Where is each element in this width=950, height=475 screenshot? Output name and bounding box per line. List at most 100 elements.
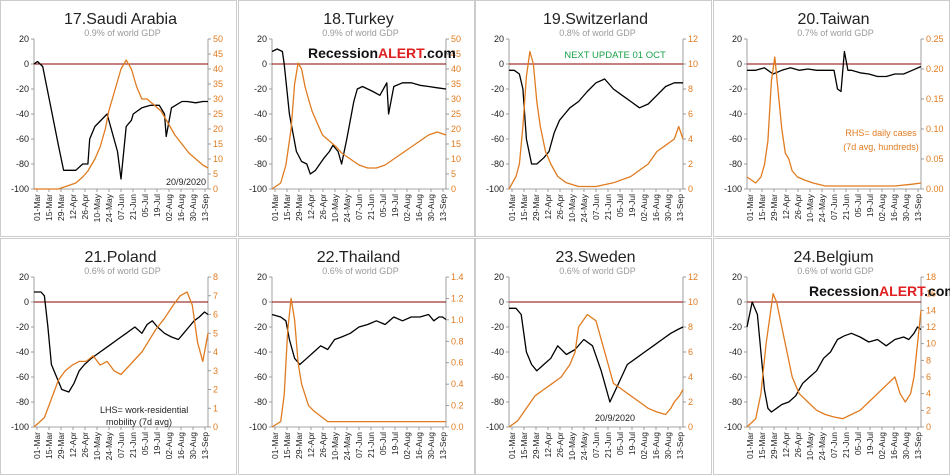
x-tick-label: 16-Aug (414, 194, 424, 222)
x-tick-label: 07-Jun (116, 194, 126, 220)
brand-part: Recession (308, 45, 378, 61)
x-tick-label: 05-Jul (140, 194, 150, 217)
chart-title: 18.Turkey (323, 11, 394, 28)
x-tick-label: 29-Mar (294, 431, 304, 458)
x-tick-label: 13-Sep (675, 194, 685, 222)
right-tick-label: 6 (688, 347, 693, 357)
chart-title: 21.Poland (84, 249, 156, 266)
left-tick-label: 20 (731, 34, 741, 44)
x-tick-label: 10-May (330, 431, 340, 460)
chart-annotation: mobility (7d avg) (106, 417, 172, 427)
right-tick-label: 0.20 (926, 64, 944, 74)
x-tick-label: 15-Mar (44, 431, 54, 458)
x-tick-label: 07-Jun (829, 194, 839, 220)
x-tick-label: 13-Sep (913, 431, 923, 459)
left-tick-label: -20 (253, 322, 266, 332)
mobility-series-line (509, 307, 684, 403)
right-tick-label: 1.4 (451, 272, 464, 282)
left-tick-label: 20 (494, 34, 504, 44)
brand-part: .com (924, 283, 950, 299)
chart-annotation: 20/9/2020 (595, 413, 635, 423)
chart-title: 19.Switzerland (543, 11, 648, 28)
left-tick-label: -100 (11, 422, 29, 432)
panel-frame (0, 237, 237, 475)
x-tick-label: 01-Mar (507, 431, 517, 458)
left-tick-label: -20 (16, 322, 29, 332)
left-tick-label: 20 (256, 34, 266, 44)
x-tick-label: 24-May (817, 431, 827, 460)
brand-watermark: RecessionALERT.com (308, 45, 456, 61)
x-tick-label: 26-Apr (318, 194, 328, 220)
right-tick-label: 6 (926, 372, 931, 382)
x-tick-label: 05-Jul (378, 431, 388, 454)
x-tick-label: 24-May (579, 431, 589, 460)
right-tick-label: 14 (926, 305, 936, 315)
x-tick-label: 29-Mar (531, 431, 541, 458)
left-tick-label: -40 (253, 347, 266, 357)
x-tick-label: 24-May (104, 431, 114, 460)
right-tick-label: 15 (213, 139, 223, 149)
left-tick-label: -80 (253, 159, 266, 169)
x-tick-label: 12-Apr (306, 194, 316, 220)
x-tick-label: 15-Mar (519, 194, 529, 221)
right-tick-label: 10 (926, 338, 936, 348)
x-tick-label: 24-May (579, 193, 589, 222)
right-tick-label: 15 (451, 139, 461, 149)
chart-annotation: 20/9/2020 (166, 177, 206, 187)
right-tick-label: 12 (688, 272, 698, 282)
x-tick-label: 02-Aug (402, 194, 412, 222)
right-tick-label: 5 (451, 169, 456, 179)
x-tick-label: 26-Apr (80, 194, 90, 220)
right-tick-label: 4 (688, 134, 693, 144)
x-tick-label: 10-May (330, 193, 340, 222)
x-tick-label: 19-Jul (865, 431, 875, 454)
x-tick-label: 05-Jul (615, 194, 625, 217)
left-tick-label: -40 (253, 109, 266, 119)
x-tick-label: 26-Apr (318, 431, 328, 457)
panel-frame (712, 237, 950, 475)
left-tick-label: -80 (728, 397, 741, 407)
right-tick-label: 8 (213, 272, 218, 282)
x-tick-label: 30-Aug (426, 431, 436, 459)
x-tick-label: 19-Jul (865, 194, 875, 217)
right-tick-label: 0 (688, 184, 693, 194)
x-tick-label: 01-Mar (32, 194, 42, 221)
right-tick-label: 45 (451, 49, 461, 59)
left-tick-label: -100 (723, 422, 741, 432)
x-tick-label: 13-Sep (438, 431, 448, 459)
x-tick-label: 30-Aug (663, 194, 673, 222)
chart-subtitle: 0.9% of world GDP (84, 28, 161, 38)
x-tick-label: 01-Mar (507, 194, 517, 221)
mobility-series-line (509, 69, 683, 165)
x-tick-label: 19-Jul (390, 431, 400, 454)
x-tick-label: 07-Jun (354, 431, 364, 457)
chart-subtitle: 0.6% of world GDP (84, 266, 161, 276)
x-tick-label: 19-Jul (390, 194, 400, 217)
x-tick-label: 16-Aug (651, 431, 661, 459)
left-tick-label: -100 (248, 184, 266, 194)
right-tick-label: 0.05 (926, 154, 944, 164)
right-tick-label: 0.2 (451, 400, 464, 410)
left-tick-label: -60 (491, 372, 504, 382)
x-tick-label: 12-Apr (781, 194, 791, 220)
right-tick-label: 4 (688, 372, 693, 382)
left-tick-label: -60 (253, 134, 266, 144)
chart-annotation: RHS= daily cases (845, 128, 917, 138)
left-tick-label: -40 (728, 109, 741, 119)
chart-annotation: NEXT UPDATE 01 OCT (564, 50, 666, 61)
left-tick-label: -80 (16, 159, 29, 169)
x-tick-label: 29-Mar (769, 431, 779, 458)
cases-series-line (746, 292, 922, 427)
right-tick-label: 6 (213, 309, 218, 319)
right-tick-label: 30 (213, 94, 223, 104)
right-tick-label: 0.6 (451, 357, 464, 367)
left-tick-label: -20 (491, 322, 504, 332)
right-tick-label: 0.00 (926, 184, 944, 194)
x-tick-label: 12-Apr (543, 194, 553, 220)
left-tick-label: 0 (24, 297, 29, 307)
cases-series-line (746, 56, 921, 187)
